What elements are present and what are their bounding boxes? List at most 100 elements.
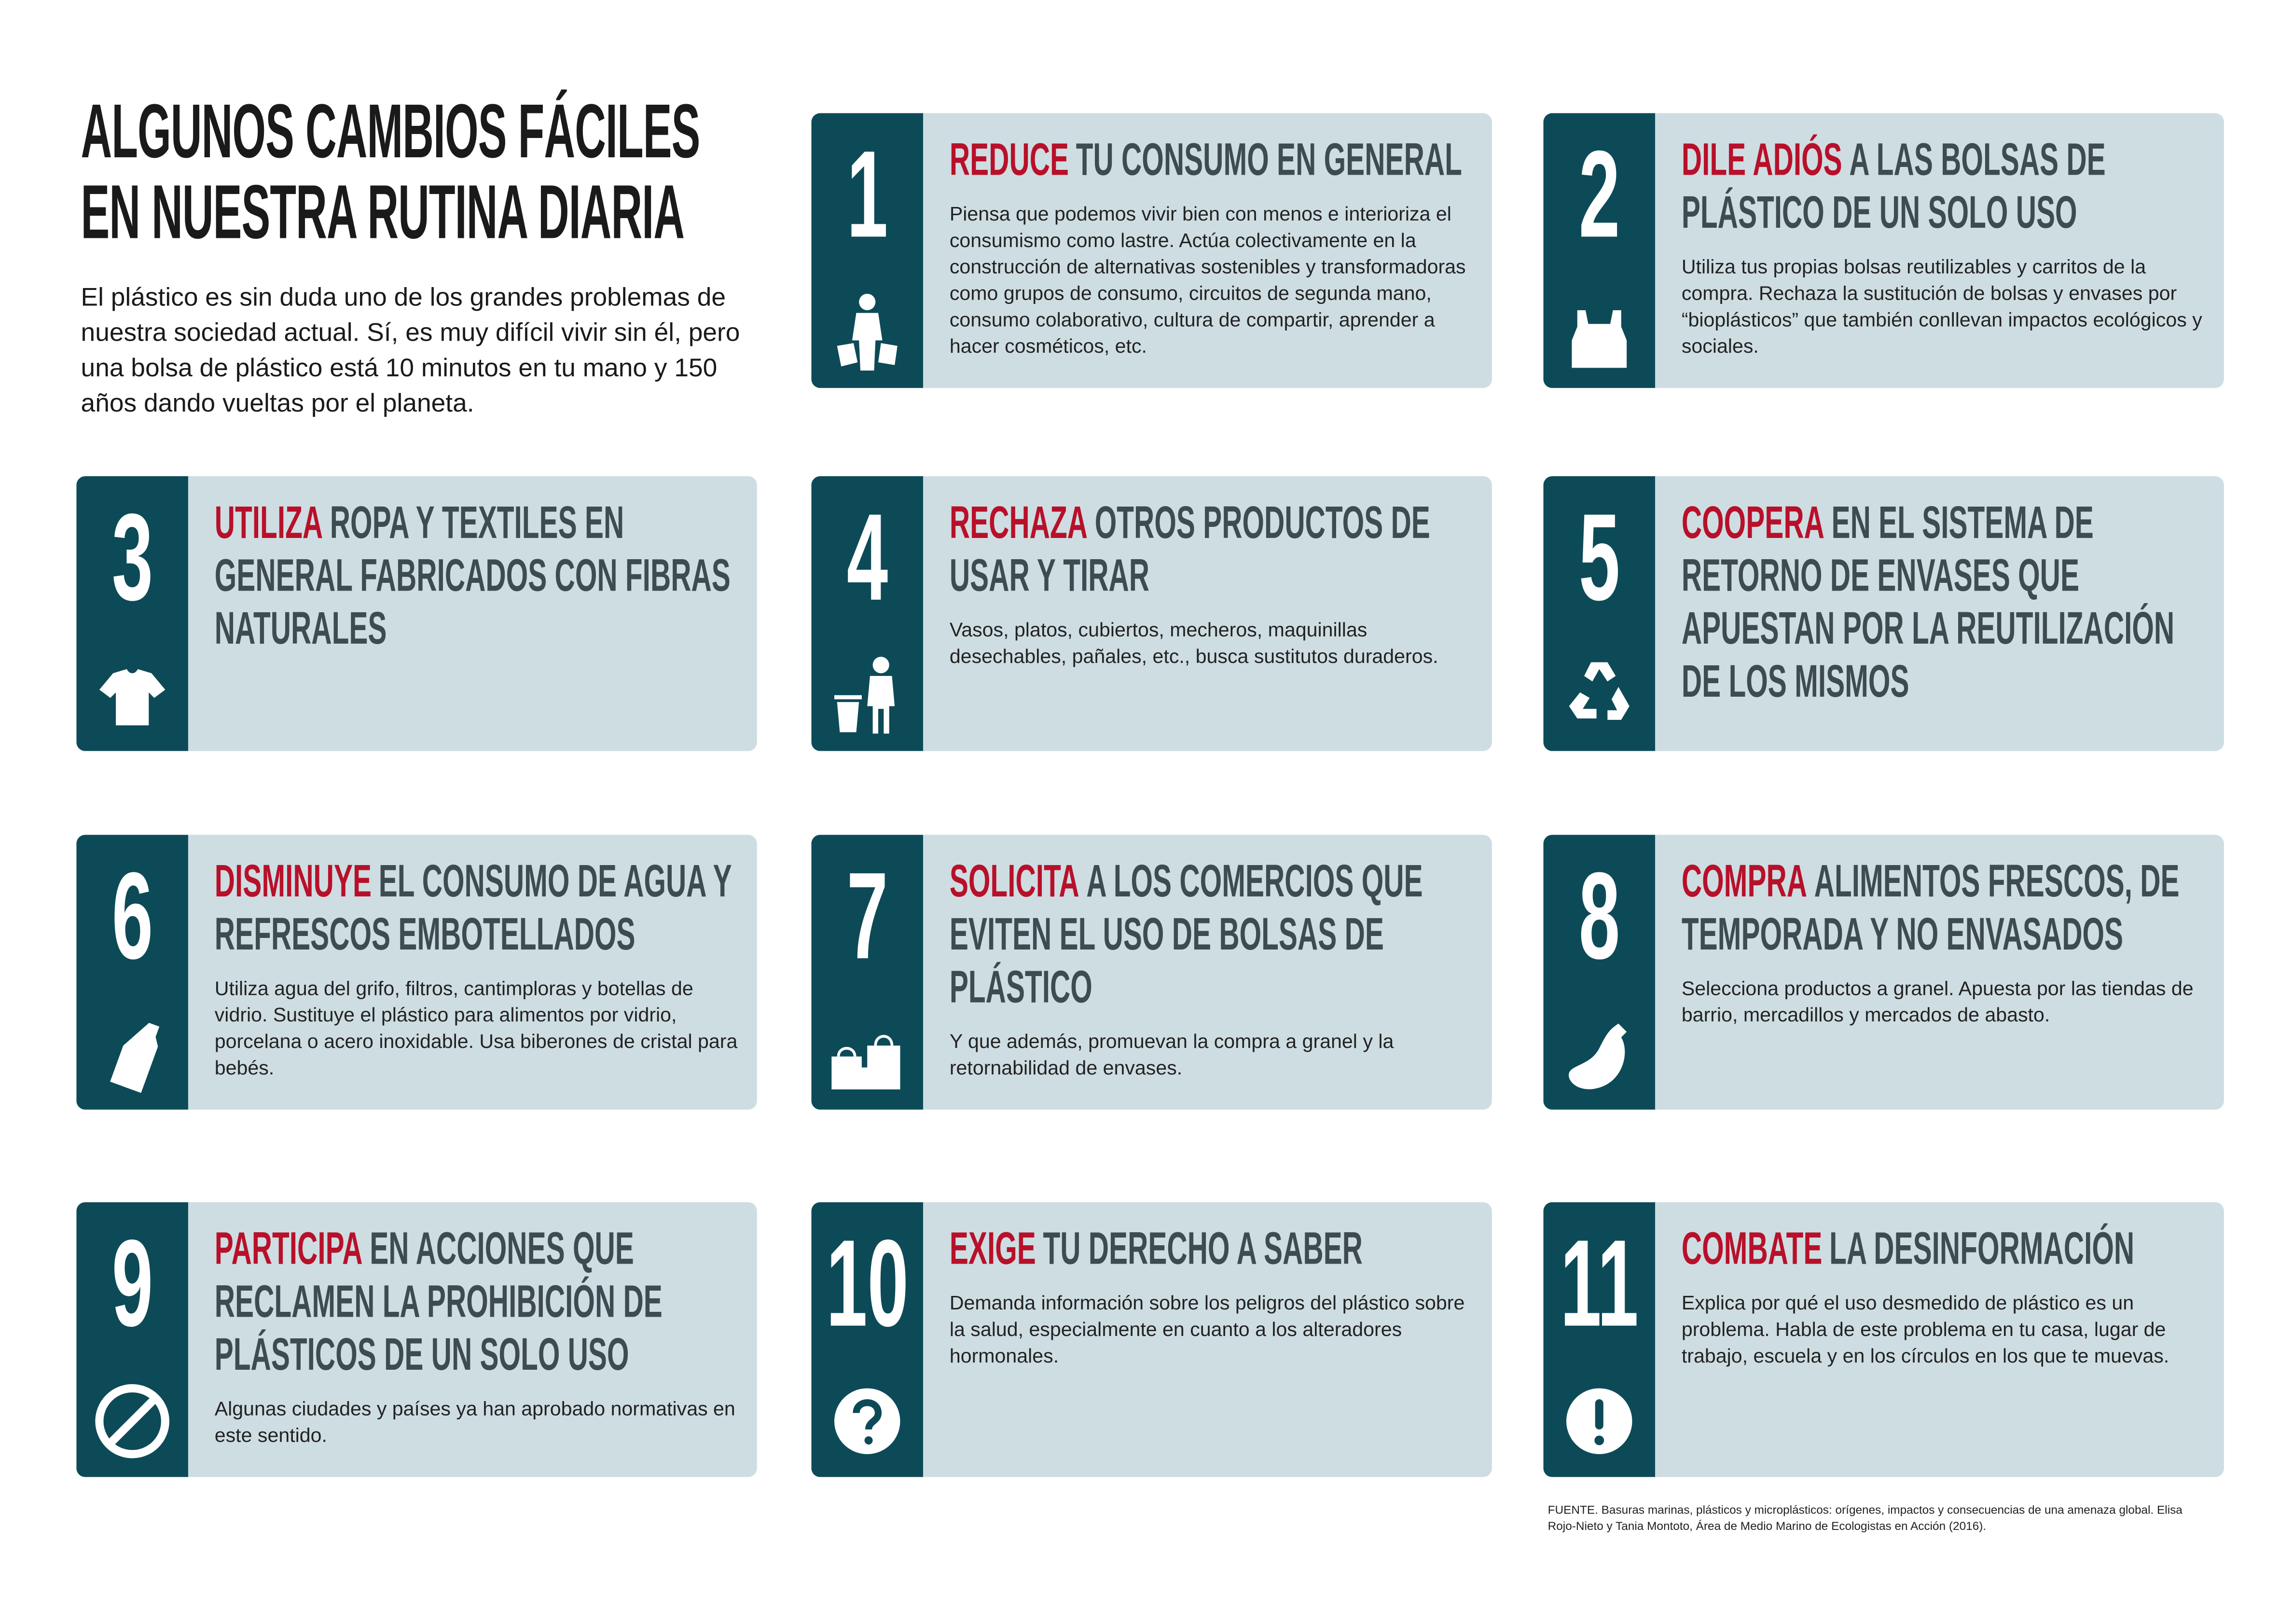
card-title: EXIGE TU DERECHO A SABER bbox=[950, 1223, 1473, 1276]
icon bbox=[1566, 1388, 1632, 1454]
icon bbox=[1572, 310, 1627, 368]
card: 3 UTILIZA ROPA Y TEXTILES EN GENERAL FABRI… bbox=[76, 476, 757, 751]
card-title-text: A LAS BOLSAS DE PLÁSTICO DE UN SOLO USO bbox=[1681, 134, 2106, 238]
number-strip: 1 bbox=[811, 113, 924, 388]
card: 6 DISMINUYE EL CONSUMO DE AGUA Y REFRESCOS… bbox=[76, 835, 757, 1110]
card-title-text: EL CONSUMO DE AGUA Y REFRESCOS EMBOTELLA… bbox=[214, 855, 732, 960]
card: 11 COMBATE LA DESINFORMACIÓN Explica por qu… bbox=[1543, 1202, 2224, 1477]
intro: El plástico es sin duda uno de los grand… bbox=[81, 282, 740, 418]
card: 10 EXIGE TU DERECHO A SABER Demanda informa… bbox=[811, 1202, 1492, 1477]
card-content: RECHAZA OTROS PRODUCTOS DE USAR Y TIRAR Va… bbox=[950, 497, 1473, 670]
main-title: ALGUNOS CAMBIOS FÁCILES bbox=[81, 89, 701, 175]
card-title-text: EN ACCIONES QUE RECLAMEN LA PROHIBICIÓN … bbox=[214, 1223, 663, 1380]
card-highlight: REDUCE bbox=[949, 134, 1069, 185]
icon bbox=[110, 1023, 160, 1093]
card-title: REDUCE TU CONSUMO EN GENERAL bbox=[950, 134, 1473, 187]
card-number: 3 bbox=[111, 488, 153, 626]
card-number: 11 bbox=[1560, 1214, 1639, 1352]
card-title: RECHAZA OTROS PRODUCTOS DE USAR Y TIRAR bbox=[950, 497, 1473, 603]
number-strip: 7 bbox=[811, 835, 924, 1110]
card-highlight: UTILIZA bbox=[214, 496, 323, 549]
card-title-text: A LOS COMERCIOS QUE EVITEN EL USO DE BOL… bbox=[949, 855, 1423, 1013]
card: 7 SOLICITA A LOS COMERCIOS QUE EVITEN EL U… bbox=[811, 835, 1492, 1110]
card-number: 7 bbox=[846, 846, 888, 985]
card-content: COOPERA EN EL SISTEMA DE RETORNO DE ENVAS… bbox=[1682, 497, 2205, 709]
card-body: Selecciona productos a granel. Apuesta p… bbox=[1681, 977, 2194, 1026]
number-strip: 3 bbox=[76, 476, 188, 751]
card-number: 5 bbox=[1578, 488, 1620, 626]
source: FUENTE. Basuras marinas, plásticos y mic… bbox=[1547, 1503, 2182, 1533]
card-title: COMBATE LA DESINFORMACIÓN bbox=[1682, 1223, 2205, 1276]
main-title: EN NUESTRA RUTINA DIARIA bbox=[81, 170, 685, 256]
card-title-text: ALIMENTOS FRESCOS, DE TEMPORADA Y NO ENV… bbox=[1681, 855, 2180, 960]
card-number: 1 bbox=[846, 124, 888, 263]
card-body: Algunas ciudades y países ya han aprobad… bbox=[214, 1397, 735, 1446]
card-title-text: EN EL SISTEMA DE RETORNO DE ENVASES QUE … bbox=[1681, 496, 2175, 707]
card-number: 10 bbox=[826, 1214, 909, 1352]
card-title-text: TU DERECHO A SABER bbox=[1043, 1223, 1363, 1275]
card-content: DISMINUYE EL CONSUMO DE AGUA Y REFRESCOS … bbox=[215, 855, 738, 1082]
card-number: 4 bbox=[846, 488, 888, 626]
icon bbox=[831, 1035, 900, 1090]
card: 5 COOPERA EN EL SISTEMA DE RETORNO DE ENVA… bbox=[1543, 476, 2224, 751]
number-strip: 8 bbox=[1543, 835, 1656, 1110]
card-content: COMPRA ALIMENTOS FRESCOS, DE TEMPORADA Y … bbox=[1682, 855, 2205, 1029]
card-highlight: SOLICITA bbox=[949, 855, 1079, 907]
card-body: Vasos, platos, cubiertos, mecheros, maqu… bbox=[949, 619, 1438, 667]
number-strip: 5 bbox=[1543, 476, 1656, 751]
card: 4 RECHAZA OTROS PRODUCTOS DE USAR Y TIRAR V… bbox=[811, 476, 1492, 751]
card-body: Explica por qué el uso desmedido de plás… bbox=[1681, 1292, 2169, 1367]
card-content: COMBATE LA DESINFORMACIÓN Explica por qué … bbox=[1682, 1223, 2205, 1370]
icon bbox=[837, 293, 898, 371]
card-title-text: TU CONSUMO EN GENERAL bbox=[1076, 134, 1462, 185]
card-number: 6 bbox=[111, 846, 153, 985]
icon bbox=[99, 669, 166, 726]
card-highlight: DILE ADIÓS bbox=[1681, 134, 1842, 185]
number-strip: 11 bbox=[1543, 1202, 1656, 1477]
card-title: PARTICIPA EN ACCIONES QUE RECLAMEN LA PRO… bbox=[215, 1223, 738, 1381]
card-body: Piensa que podemos vivir bien con menos … bbox=[949, 203, 1466, 358]
card-title: COMPRA ALIMENTOS FRESCOS, DE TEMPORADA Y … bbox=[1682, 855, 2205, 961]
icon bbox=[1569, 662, 1630, 720]
card-highlight: DISMINUYE bbox=[214, 855, 372, 907]
card-body: Utiliza agua del grifo, filtros, cantimp… bbox=[214, 977, 738, 1079]
card-content: EXIGE TU DERECHO A SABER Demanda informaci… bbox=[950, 1223, 1473, 1370]
card-highlight: RECHAZA bbox=[949, 496, 1088, 549]
card-highlight: COMPRA bbox=[1681, 855, 1808, 907]
card-content: DILE ADIÓS A LAS BOLSAS DE PLÁSTICO DE UN… bbox=[1682, 134, 2205, 360]
card-content: PARTICIPA EN ACCIONES QUE RECLAMEN LA PRO… bbox=[215, 1223, 738, 1449]
card-title-text: OTROS PRODUCTOS DE USAR Y TIRAR bbox=[949, 496, 1430, 601]
card-number: 2 bbox=[1578, 124, 1620, 263]
number-strip: 10 bbox=[811, 1202, 924, 1477]
card-content: SOLICITA A LOS COMERCIOS QUE EVITEN EL US… bbox=[950, 855, 1473, 1082]
card-title: COOPERA EN EL SISTEMA DE RETORNO DE ENVAS… bbox=[1682, 497, 2205, 709]
card-content: REDUCE TU CONSUMO EN GENERAL Piensa que po… bbox=[950, 134, 1473, 360]
number-strip: 4 bbox=[811, 476, 924, 751]
card-highlight: COMBATE bbox=[1681, 1223, 1823, 1275]
icon bbox=[1568, 1023, 1627, 1089]
card-body: Utiliza tus propias bolsas reutilizables… bbox=[1681, 256, 2202, 358]
number-strip: 9 bbox=[76, 1202, 188, 1477]
card: 2 DILE ADIÓS A LAS BOLSAS DE PLÁSTICO DE U… bbox=[1543, 113, 2224, 388]
card-content: UTILIZA ROPA Y TEXTILES EN GENERAL FABRIC… bbox=[215, 497, 738, 656]
card-title: SOLICITA A LOS COMERCIOS QUE EVITEN EL US… bbox=[950, 855, 1473, 1014]
card-title-text: LA DESINFORMACIÓN bbox=[1829, 1223, 2135, 1275]
card-highlight: EXIGE bbox=[949, 1223, 1036, 1275]
card-number: 9 bbox=[111, 1214, 153, 1352]
number-strip: 2 bbox=[1543, 113, 1656, 388]
card-title: UTILIZA ROPA Y TEXTILES EN GENERAL FABRIC… bbox=[215, 497, 738, 656]
icon bbox=[95, 1384, 169, 1459]
icon bbox=[834, 657, 895, 734]
card-title-text: ROPA Y TEXTILES EN GENERAL FABRICADOS CO… bbox=[214, 496, 731, 654]
number-strip: 6 bbox=[76, 835, 188, 1110]
card-title: DILE ADIÓS A LAS BOLSAS DE PLÁSTICO DE UN… bbox=[1682, 134, 2205, 239]
card-number: 8 bbox=[1578, 846, 1620, 985]
card: 9 PARTICIPA EN ACCIONES QUE RECLAMEN LA PR… bbox=[76, 1202, 757, 1477]
icon bbox=[834, 1388, 900, 1454]
card: 8 COMPRA ALIMENTOS FRESCOS, DE TEMPORADA Y… bbox=[1543, 835, 2224, 1110]
card: 1 REDUCE TU CONSUMO EN GENERAL Piensa que p… bbox=[811, 113, 1492, 388]
card-highlight: COOPERA bbox=[1681, 496, 1824, 549]
